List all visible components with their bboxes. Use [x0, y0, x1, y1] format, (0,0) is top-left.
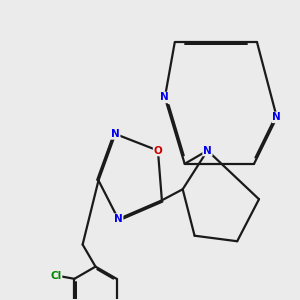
Text: N: N	[114, 214, 123, 224]
Text: N: N	[160, 92, 169, 103]
Text: N: N	[203, 146, 212, 156]
Text: N: N	[272, 112, 281, 122]
Text: N: N	[111, 129, 120, 139]
Text: O: O	[154, 146, 162, 156]
Text: Cl: Cl	[50, 272, 62, 281]
